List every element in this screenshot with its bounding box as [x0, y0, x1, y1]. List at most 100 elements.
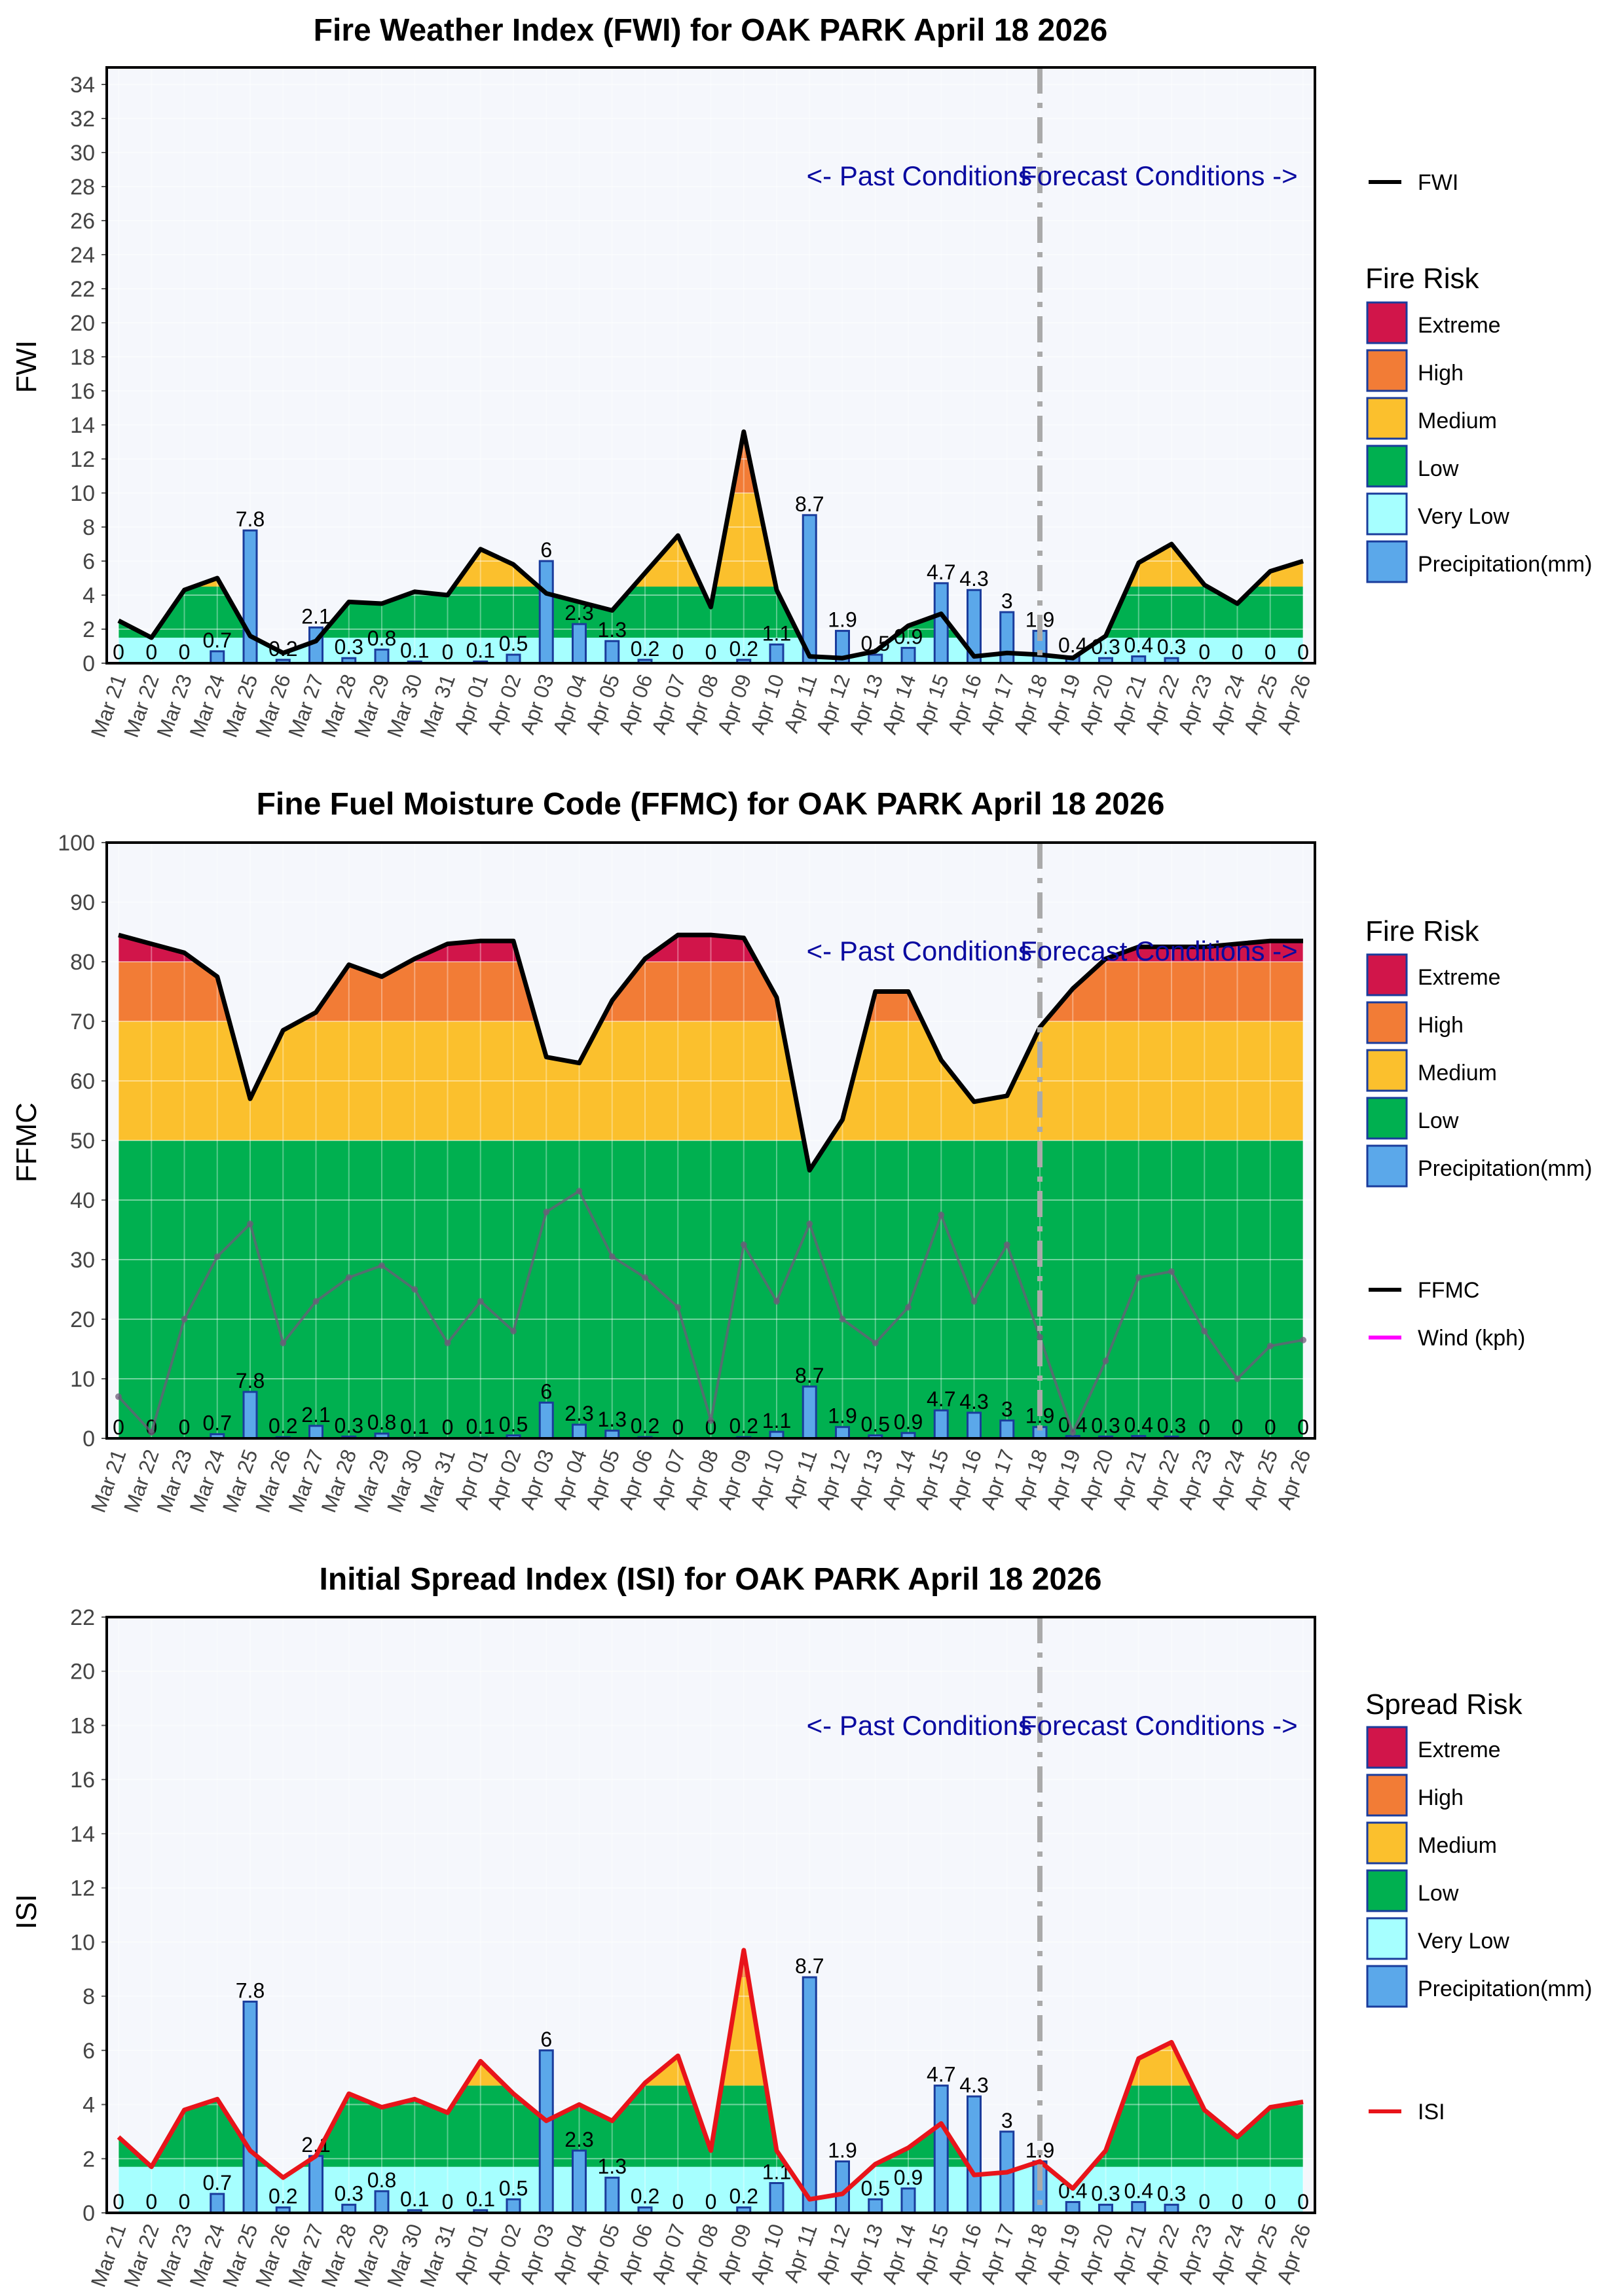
fwi-legend-title: Fire Risk	[1365, 263, 1480, 295]
wind-point	[312, 1298, 320, 1305]
isi-legend-swatch-extreme	[1366, 1726, 1408, 1769]
ffmc-precip-label: 1.3	[598, 1408, 627, 1431]
fwi-y-tick-label: 10	[70, 481, 95, 506]
isi-legend-swatch-low	[1366, 1869, 1408, 1912]
fwi-precip-label: 0	[113, 640, 124, 664]
ffmc-precip-label: 6	[540, 1379, 552, 1403]
isi-precip-bar	[308, 2155, 323, 2214]
isi-precip-label: 0.2	[268, 2185, 297, 2208]
fwi-precip-label: 8.7	[795, 492, 824, 516]
isi-y-axis-label: ISI	[10, 1894, 43, 1929]
fwi-gridlines	[107, 67, 1315, 664]
ffmc-legend: Fire Risk Extreme High Medium Low Precip…	[1365, 915, 1592, 1351]
ffmc-legend-swatch-low	[1366, 1097, 1408, 1140]
isi-y-tick-label: 0	[83, 2201, 95, 2226]
ffmc-legend-precip: Precipitation(mm)	[1418, 1156, 1592, 1181]
wind-point	[1168, 1268, 1175, 1275]
isi-legend-precip: Precipitation(mm)	[1418, 1977, 1592, 2001]
fwi-y-tick-label: 20	[70, 311, 95, 336]
fwi-precip-label: 0.3	[335, 635, 363, 659]
wind-point	[576, 1188, 583, 1195]
fwi-precip-label: 0.7	[203, 629, 232, 652]
isi-y-tick-label: 4	[83, 2093, 95, 2118]
fwi-precip-label: 0	[1232, 640, 1244, 664]
ffmc-precip-label: 0.2	[729, 1414, 758, 1438]
isi-plot-background	[107, 1617, 1315, 2213]
ffmc-band-medium	[119, 1021, 1303, 1140]
wind-point	[608, 1253, 616, 1260]
ffmc-y-tick-label: 60	[70, 1069, 95, 1094]
fwi-precip-label: 0	[442, 640, 454, 664]
ffmc-precip-label: 0	[672, 1415, 684, 1439]
fwi-y-tick-label: 4	[83, 583, 95, 608]
ffmc-precip-label: 4.3	[959, 1390, 988, 1413]
fwi-precip-label: 0.4	[1124, 634, 1153, 657]
isi-y-tick-label: 2	[83, 2147, 95, 2172]
ffmc-legend-high: High	[1418, 1013, 1464, 1038]
wind-legend-line-label: Wind (kph)	[1418, 1326, 1525, 1351]
isi-precip-bar	[506, 2198, 521, 2214]
wind-point	[1102, 1357, 1109, 1364]
isi-precip-bar	[1065, 2200, 1080, 2214]
isi-y-tick-label: 22	[70, 1605, 95, 1630]
isi-precip-label: 0	[442, 2190, 454, 2214]
fwi-precip-bar	[374, 648, 390, 665]
fwi-precip-bar	[900, 647, 916, 665]
isi-precip-bar	[802, 1976, 817, 2214]
fwi-y-tick-label: 2	[83, 617, 95, 642]
ffmc-y-tick-label: 10	[70, 1367, 95, 1392]
ffmc-precip-label: 2.1	[301, 1403, 330, 1427]
fwi-line	[117, 429, 1304, 661]
ffmc-y-tick-label: 70	[70, 1010, 95, 1034]
fwi-precip-label: 7.8	[236, 507, 265, 531]
wind-point	[970, 1298, 978, 1305]
fwi-plot-background	[107, 67, 1315, 663]
fwi-precip-label: 0.8	[367, 627, 396, 650]
isi-precip-label: 7.8	[236, 1978, 265, 2002]
ffmc-precip-label: 0	[1297, 1415, 1309, 1439]
fwi-legend-precip: Precipitation(mm)	[1418, 552, 1592, 577]
isi-precip-label: 0.2	[729, 2185, 758, 2208]
fwi-y-tick-label: 30	[70, 141, 95, 166]
wind-point	[477, 1298, 484, 1305]
wind-point	[1201, 1328, 1208, 1335]
ffmc-y-tick-label: 30	[70, 1248, 95, 1273]
isi-y-tick-label: 10	[70, 1930, 95, 1955]
isi-precip-bar	[210, 2193, 225, 2214]
ffmc-precip-label: 4.7	[927, 1387, 955, 1411]
fwi-precip-bar	[538, 560, 554, 665]
ffmc-legend-low: Low	[1418, 1108, 1459, 1133]
isi-legend-swatch-high	[1366, 1774, 1408, 1817]
wind-point	[411, 1286, 418, 1293]
isi-legend-swatch-very-low	[1366, 1917, 1408, 1960]
fwi-precip-label: 0	[1264, 640, 1276, 664]
wind-point	[806, 1220, 813, 1228]
ffmc-precip-bar	[242, 1391, 258, 1440]
wind-point	[543, 1209, 550, 1216]
ffmc-band-low	[119, 1140, 1303, 1438]
isi-past-conditions-label: <- Past Conditions	[807, 1710, 1032, 1741]
ffmc-precip-label: 0	[1264, 1415, 1276, 1439]
ffmc-precip-label: 0.9	[894, 1410, 923, 1434]
wind-point	[872, 1339, 879, 1347]
ffmc-precip-label: 0.3	[335, 1413, 363, 1437]
ffmc-precip-label: 0	[442, 1415, 454, 1439]
isi-legend-swatch-medium	[1366, 1821, 1408, 1865]
wind-point	[740, 1241, 747, 1248]
fwi-precip-bar	[769, 643, 784, 665]
isi-precip-label: 0	[1264, 2190, 1276, 2214]
fwi-legend-very-low: Very Low	[1418, 504, 1509, 529]
isi-precip-bar	[900, 2187, 916, 2214]
isi-precip-bar	[374, 2190, 390, 2214]
fwi-precip-bar	[604, 640, 620, 665]
fwi-legend-swatch-extreme	[1366, 301, 1408, 344]
ffmc-precip-bar	[933, 1409, 949, 1440]
isi-legend-line-label: ISI	[1418, 2100, 1445, 2124]
wind-point	[707, 1417, 714, 1424]
fwi-precip-label: 0	[145, 640, 157, 664]
isi-precip-label: 0	[113, 2190, 124, 2214]
fwi-y-axis-label: FWI	[10, 340, 43, 393]
isi-precip-bar	[967, 2095, 982, 2214]
